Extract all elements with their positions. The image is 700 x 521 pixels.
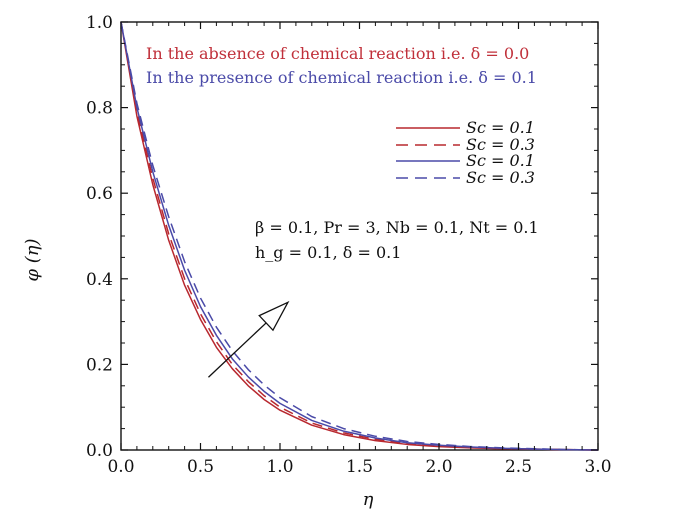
- x-tick-label: 1.0: [266, 457, 293, 477]
- legend-label: Sc = 0.1: [466, 151, 535, 170]
- x-tick-label: 0.5: [187, 457, 214, 477]
- y-tick-label: 0.6: [86, 184, 113, 204]
- x-tick-label: 2.5: [505, 457, 532, 477]
- y-tick-label: 1.0: [86, 13, 113, 33]
- ticks-layer: 0.0 0.5 1.0 1.5 2.0 2.5 3.0 0.0 0.2 0.4 0.6 0.8 1.0: [86, 13, 612, 477]
- arrow-shaft: [208, 322, 267, 378]
- y-axis-label: φ (η): [22, 238, 43, 281]
- arrow-head: [258, 300, 290, 332]
- x-tick-label: 3.0: [584, 457, 611, 477]
- annotation-presence: In the presence of chemical reaction i.e…: [146, 68, 537, 87]
- y-tick-label: 0.4: [86, 270, 113, 290]
- y-tick-label: 0.0: [86, 441, 113, 461]
- x-tick-label: 0.0: [107, 457, 134, 477]
- x-tick-label: 2.0: [425, 457, 452, 477]
- params-line-1: β = 0.1, Pr = 3, Nb = 0.1, Nt = 0.1: [255, 218, 539, 237]
- series-layer: [120, 21, 599, 451]
- y-tick-label: 0.8: [86, 99, 113, 119]
- x-tick-label: 1.5: [346, 457, 373, 477]
- params-line-2: h_g = 0.1, δ = 0.1: [255, 243, 401, 262]
- trend-arrow: [208, 300, 290, 378]
- x-axis-label: η: [363, 489, 374, 510]
- legend-label: Sc = 0.3: [466, 135, 535, 154]
- annotation-absence: In the absence of chemical reaction i.e.…: [146, 44, 529, 63]
- series-line-blue-dashed: [120, 21, 599, 451]
- legend-label: Sc = 0.1: [466, 118, 535, 137]
- legend: Sc = 0.1Sc = 0.3Sc = 0.1Sc = 0.3: [396, 118, 535, 187]
- legend-label: Sc = 0.3: [466, 168, 535, 187]
- series-line-blue-solid: [120, 21, 599, 451]
- y-tick-label: 0.2: [86, 355, 113, 375]
